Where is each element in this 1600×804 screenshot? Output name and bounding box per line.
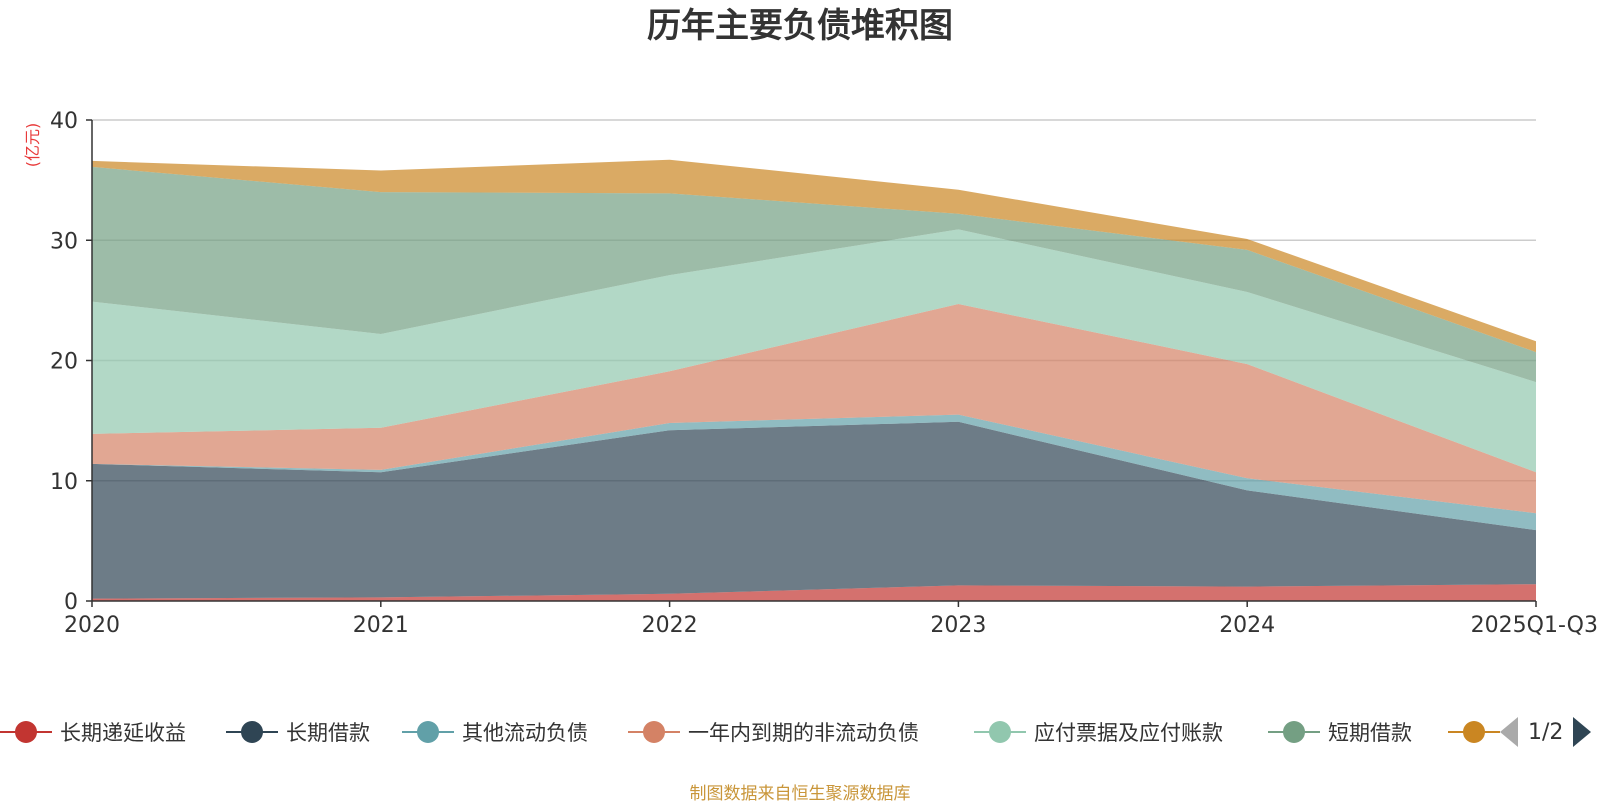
chart-title: 历年主要负债堆积图 xyxy=(647,6,953,46)
legend-page-indicator: 1/2 xyxy=(1528,719,1564,745)
legend-item-4[interactable]: 应付票据及应付账款 xyxy=(974,712,1223,752)
legend-item-2[interactable]: 其他流动负债 xyxy=(402,712,588,752)
x-tick-label: 2024 xyxy=(1219,613,1275,638)
y-tick-label: 10 xyxy=(50,470,78,495)
legend-marker-icon xyxy=(0,717,52,747)
legend-label: 长期递延收益 xyxy=(60,721,186,745)
y-axis-unit-label: (亿元) xyxy=(23,123,42,168)
y-tick-label: 0 xyxy=(64,590,78,615)
legend-item-1[interactable]: 长期借款 xyxy=(226,712,370,752)
legend-next-page-icon[interactable] xyxy=(1573,717,1592,747)
y-tick-label: 30 xyxy=(50,229,78,254)
legend-item-3[interactable]: 一年内到期的非流动负债 xyxy=(628,712,919,752)
legend-pager: 1/2 xyxy=(1500,712,1592,752)
legend-marker-icon xyxy=(1448,717,1500,747)
area-series-1[interactable] xyxy=(92,421,1536,599)
legend-label: 一年内到期的非流动负债 xyxy=(688,721,919,745)
legend-marker-icon xyxy=(226,717,278,747)
area-series-6[interactable] xyxy=(92,159,1536,353)
legend-item-6[interactable] xyxy=(1448,712,1508,752)
legend-label: 短期借款 xyxy=(1328,721,1412,745)
x-tick-label: 2023 xyxy=(930,613,986,638)
legend-marker-icon xyxy=(1268,717,1320,747)
legend-marker-icon xyxy=(402,717,454,747)
y-tick-label: 20 xyxy=(50,350,78,375)
legend-item-5[interactable]: 短期借款 xyxy=(1268,712,1412,752)
legend-marker-icon xyxy=(628,717,680,747)
legend-prev-page-icon[interactable] xyxy=(1500,717,1518,747)
legend-item-0[interactable]: 长期递延收益 xyxy=(0,712,186,752)
area-series-3[interactable] xyxy=(92,304,1536,514)
y-tick-label: 40 xyxy=(50,109,78,134)
legend-label: 其他流动负债 xyxy=(462,721,588,745)
area-series-0[interactable] xyxy=(92,584,1536,601)
legend-label: 应付票据及应付账款 xyxy=(1034,721,1223,745)
x-tick-label: 2020 xyxy=(64,613,120,638)
data-source-note: 制图数据来自恒生聚源数据库 xyxy=(689,784,911,804)
legend-marker-icon xyxy=(974,717,1026,747)
x-tick-label: 2025Q1-Q3 xyxy=(1471,613,1598,638)
legend-label: 长期借款 xyxy=(286,721,370,745)
x-tick-label: 2021 xyxy=(353,613,409,638)
legend: 长期递延收益 长期借款 其他流动负债 一年内到期的非流动负债 应付票据及应付账款 短期借款… xyxy=(0,712,1600,752)
area-series-5[interactable] xyxy=(92,166,1536,383)
area-series-4[interactable] xyxy=(92,229,1536,473)
x-tick-label: 2022 xyxy=(642,613,698,638)
